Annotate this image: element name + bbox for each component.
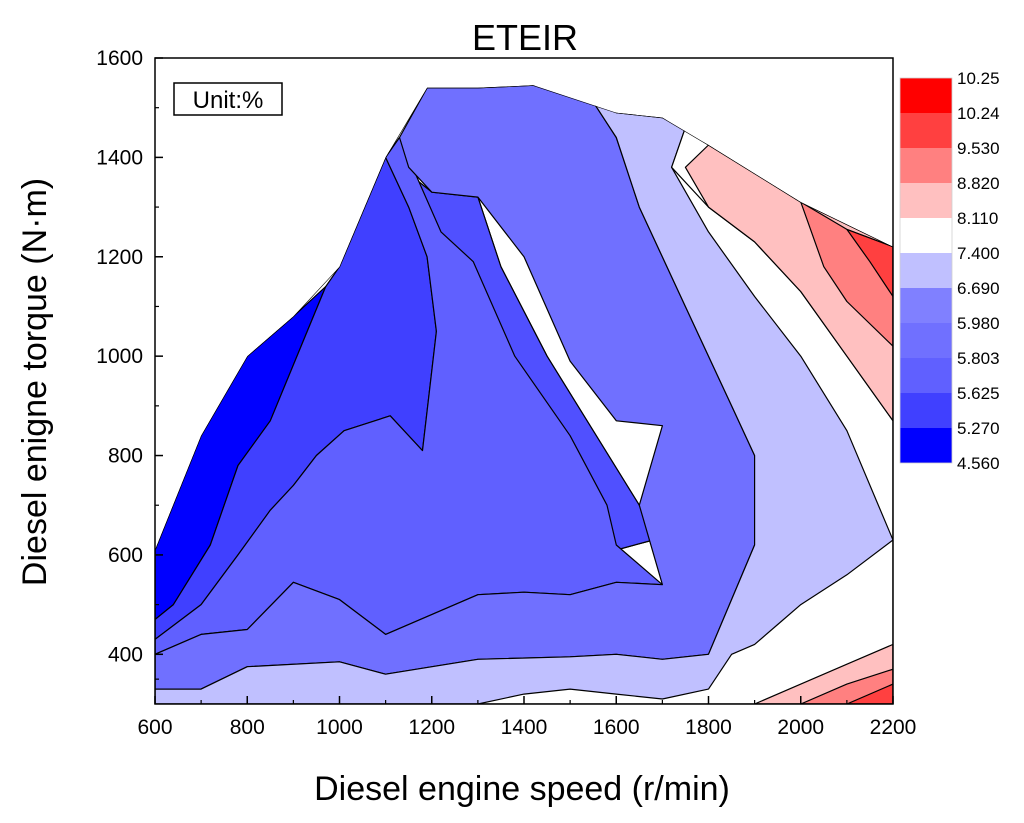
legend-swatch [900, 358, 952, 393]
contour-region-9 [846, 228, 893, 298]
y-tick-label: 600 [108, 544, 143, 567]
legend-swatch [900, 253, 952, 288]
legend-level-label: 5.980 [957, 314, 1000, 333]
y-tick-label: 1600 [96, 47, 143, 70]
x-tick-label: 2000 [777, 716, 824, 739]
legend-level-label: 8.820 [957, 174, 1000, 193]
x-tick-label: 1000 [316, 716, 363, 739]
color-legend: 10.25 10.24 9.530 8.820 8.110 7.400 6.690 5.980… [899, 69, 1000, 473]
x-tick-label: 600 [137, 716, 172, 739]
legend-level-label: 5.270 [957, 419, 1000, 438]
legend-swatch [900, 218, 952, 253]
y-tick-label: 1200 [96, 246, 143, 269]
x-tick-label: 1200 [408, 716, 455, 739]
legend-swatch [900, 323, 952, 358]
x-tick-label: 2200 [870, 716, 917, 739]
x-tick-label: 1800 [685, 716, 732, 739]
x-tick-label: 800 [230, 716, 265, 739]
contour-regions [155, 85, 893, 705]
legend-swatch [900, 183, 952, 218]
legend-swatch [900, 148, 952, 183]
legend-level-label: 9.530 [957, 139, 1000, 158]
legend-level-label: 5.803 [957, 349, 1000, 368]
legend-level-label: 5.625 [957, 384, 1000, 403]
unit-box: Unit:% [173, 82, 283, 116]
axis-ticks: 600 800 1000 1200 1400 1600 1800 2000 2200 400 600… [96, 47, 916, 739]
x-axis-label: Diesel engine speed (r/min) [314, 770, 730, 808]
legend-level-label: 7.400 [957, 244, 1000, 263]
legend-level-label: 6.690 [957, 279, 1000, 298]
chart-title: ETEIR [472, 17, 578, 58]
legend-level-label: 10.24 [957, 104, 1000, 123]
legend-level-label: 8.110 [957, 209, 998, 228]
x-tick-label: 1400 [501, 716, 548, 739]
y-tick-label: 1400 [96, 146, 143, 169]
unit-box-frame [173, 82, 283, 116]
y-tick-label: 400 [108, 643, 143, 666]
legend-swatch [900, 393, 952, 428]
legend-level-label: 10.25 [957, 69, 1000, 88]
y-axis-label: Diesel enigne torque (N·m) [16, 178, 54, 586]
legend-level-label: 4.560 [957, 454, 1000, 473]
x-tick-label: 1600 [593, 716, 640, 739]
legend-frame [899, 77, 953, 464]
legend-swatch [900, 113, 952, 148]
y-tick-label: 800 [108, 445, 143, 468]
legend-swatch [900, 78, 952, 113]
legend-swatch [900, 288, 952, 323]
legend-swatch [900, 428, 952, 463]
y-tick-label: 1000 [96, 345, 143, 368]
unit-label: Unit:% [193, 87, 264, 114]
